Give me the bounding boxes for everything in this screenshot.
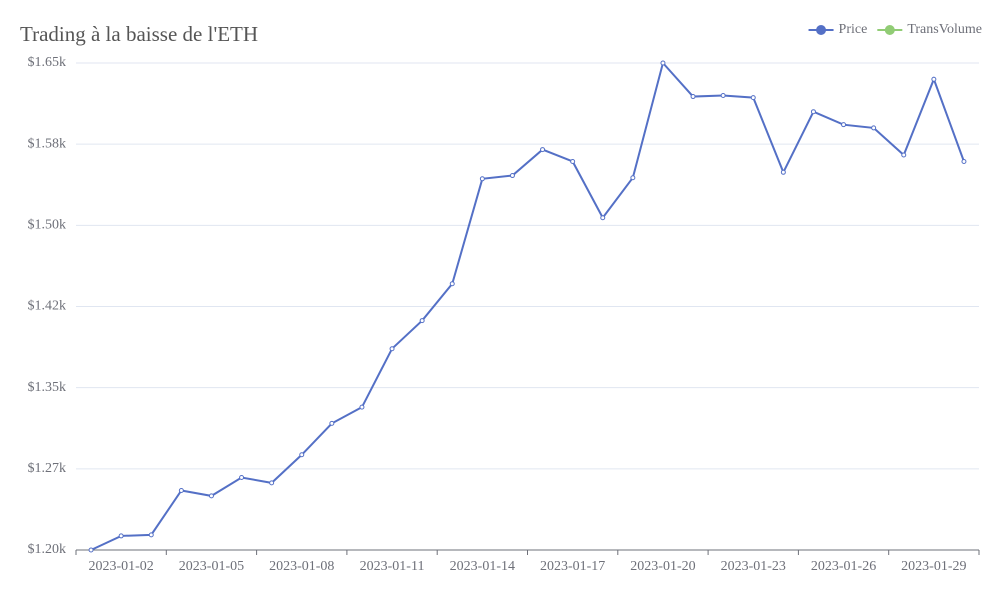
point	[780, 169, 786, 175]
point	[449, 281, 455, 287]
point	[841, 122, 847, 128]
point	[178, 487, 184, 493]
x-tick-label: 2023-01-23	[721, 559, 786, 574]
x-tick-label: 2023-01-11	[360, 559, 425, 574]
legend-icon	[884, 25, 895, 35]
x-tick-label: 2023-01-02	[88, 559, 153, 574]
x-tick-label: 2023-01-20	[630, 559, 695, 574]
point	[389, 346, 395, 352]
point	[570, 158, 576, 164]
point	[690, 94, 696, 100]
y-tick-label: $1.42k	[28, 299, 67, 314]
y-tick-label: $1.27k	[28, 461, 67, 476]
point	[630, 175, 636, 181]
point	[810, 109, 816, 115]
point	[931, 76, 937, 82]
y-tick-label: $1.58k	[28, 136, 67, 151]
y-tick-label: $1.65k	[28, 55, 67, 70]
point	[901, 152, 907, 158]
chart-title: Trading à la baisse de l'ETH	[20, 22, 258, 46]
point	[239, 474, 245, 480]
y-tick-label: $1.50k	[28, 218, 67, 233]
point	[88, 547, 94, 553]
point	[208, 493, 214, 499]
x-tick-label: 2023-01-05	[179, 559, 244, 574]
y-tick-label: $1.20k	[28, 542, 67, 557]
point	[419, 318, 425, 324]
point	[540, 147, 546, 153]
point	[118, 533, 124, 539]
legend-icon	[816, 25, 827, 35]
point	[299, 452, 305, 458]
y-tick-label: $1.35k	[28, 380, 67, 395]
point	[750, 95, 756, 101]
point	[600, 215, 606, 221]
legend-label: Price	[839, 22, 868, 37]
line	[90, 60, 965, 551]
point	[269, 480, 275, 486]
point	[961, 158, 967, 164]
point	[479, 176, 485, 182]
x-tick-label: 2023-01-08	[269, 559, 334, 574]
point	[359, 404, 365, 410]
x-tick-label: 2023-01-26	[811, 559, 876, 574]
x-tick-label: 2023-01-17	[540, 559, 605, 574]
x-tick-label: 2023-01-14	[450, 559, 515, 574]
point	[509, 173, 515, 179]
point	[720, 92, 726, 98]
point	[871, 125, 877, 131]
x-tick-label: 2023-01-29	[901, 559, 966, 574]
point	[148, 532, 154, 538]
point	[660, 60, 666, 66]
legend-label: TransVolume	[907, 22, 982, 37]
point	[329, 420, 335, 426]
